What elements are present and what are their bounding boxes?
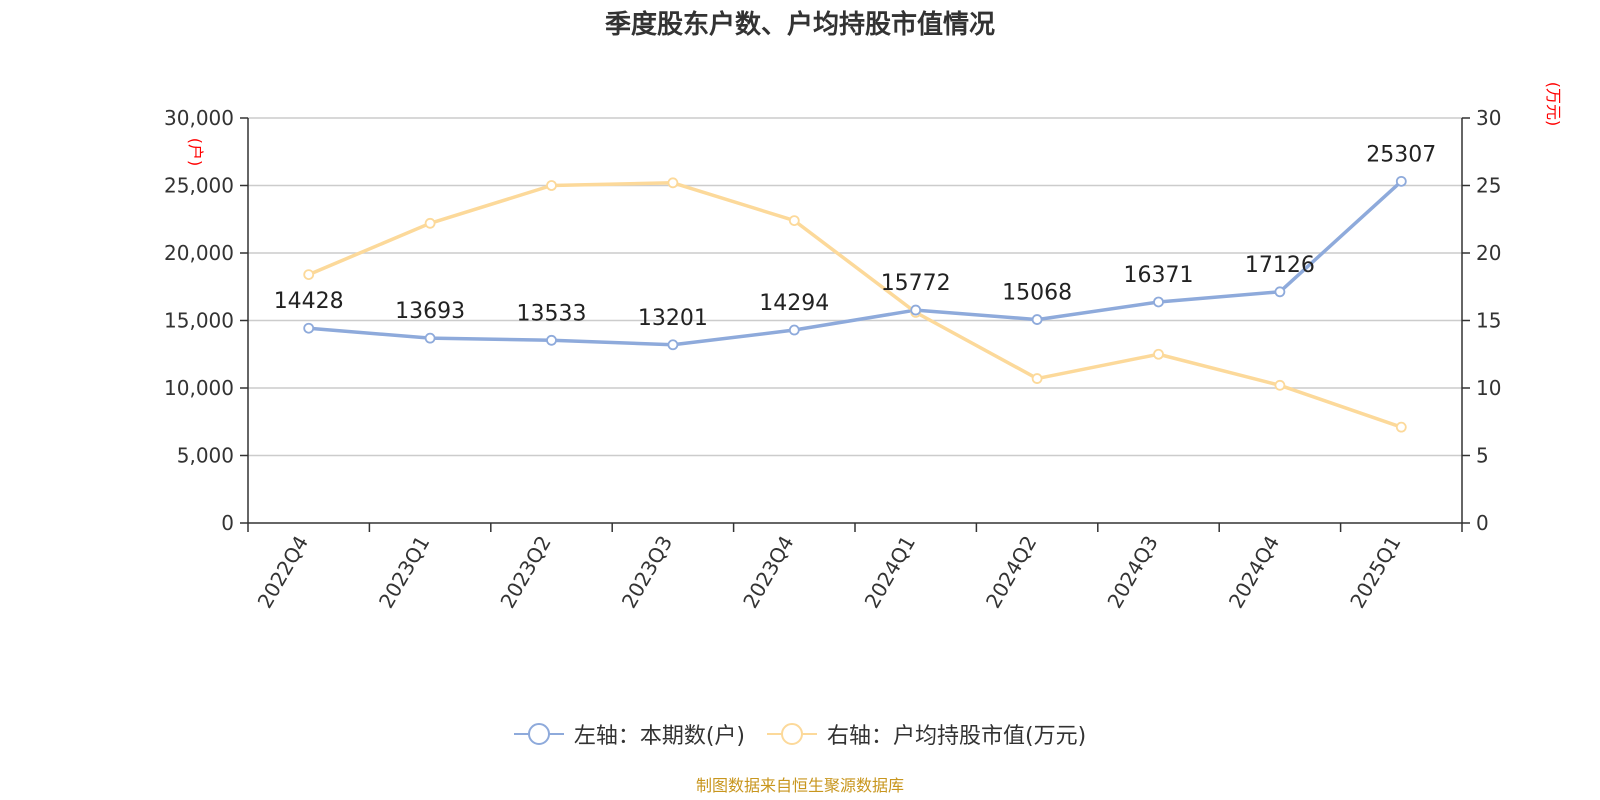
right-series-point [667, 177, 679, 189]
x-axis-tick-label: 2023Q2 [495, 532, 555, 613]
x-axis-tick-label: 2023Q1 [374, 532, 434, 613]
right-series-point [424, 217, 436, 229]
left-axis-unit: (户) [186, 138, 205, 167]
data-source-note: 制图数据来自恒生聚源数据库 [695, 776, 904, 795]
left-axis-tick-label: 15,000 [164, 309, 234, 333]
left-series-data-label: 15772 [881, 271, 951, 296]
chart-legend: 左轴：本期数(户) 右轴：户均持股市值(万元) [0, 718, 1600, 750]
x-axis-tick-label: 2024Q3 [1102, 532, 1162, 613]
right-series-point [303, 269, 315, 281]
x-axis-tick-label: 2024Q4 [1224, 532, 1284, 613]
right-series-point [1031, 373, 1043, 384]
left-series-data-label: 25307 [1366, 142, 1436, 167]
left-series-point [788, 324, 800, 336]
left-axis-tick-label: 0 [221, 511, 234, 535]
left-axis-tick-label: 5,000 [177, 444, 234, 468]
left-series-data-label: 14428 [274, 289, 344, 314]
right-axis-tick-label: 15 [1476, 309, 1501, 333]
legend-label-right-series: 右轴：户均持股市值(万元) [827, 724, 1087, 749]
left-series-point [1153, 296, 1164, 308]
left-series-point [1274, 286, 1286, 298]
left-series-point [424, 332, 436, 344]
left-series-data-label: 13533 [517, 301, 587, 326]
left-series-point [1031, 314, 1043, 325]
right-axis-tick-label: 30 [1476, 106, 1501, 130]
left-series-data-label: 16371 [1124, 263, 1194, 288]
right-series-point [1153, 348, 1164, 360]
right-series-point [1395, 421, 1407, 433]
right-axis-tick-label: 0 [1476, 511, 1489, 535]
left-axis-tick-label: 10,000 [164, 376, 234, 400]
x-axis-tick-label: 2023Q3 [617, 532, 677, 613]
x-axis-tick-label: 2024Q2 [981, 532, 1041, 613]
left-series-point [303, 322, 315, 334]
right-series-point [1274, 379, 1286, 391]
legend-item-left-series[interactable]: 左轴：本期数(户) [513, 718, 745, 750]
legend-marker-right-icon [767, 723, 817, 745]
right-axis-unit: (万元) [1544, 82, 1563, 127]
x-axis-tick-label: 2025Q1 [1345, 532, 1405, 613]
left-series-data-label: 13201 [638, 306, 708, 331]
left-series-point [667, 339, 679, 351]
x-axis-tick-label: 2023Q4 [738, 532, 798, 613]
right-axis-tick-label: 10 [1476, 376, 1501, 400]
left-series-data-label: 14294 [759, 291, 829, 316]
left-axis-tick-label: 20,000 [164, 241, 234, 265]
left-series-point [546, 334, 557, 346]
left-series-data-label: 13693 [395, 299, 465, 324]
x-axis-tick-label: 2022Q4 [253, 532, 313, 613]
left-axis-tick-label: 30,000 [164, 106, 234, 130]
left-series-data-label: 17126 [1245, 253, 1315, 278]
chart-title: 季度股东户数、户均持股市值情况 [604, 10, 995, 40]
right-series-point [546, 180, 557, 191]
right-axis-tick-label: 20 [1476, 241, 1501, 265]
right-axis-tick-label: 5 [1476, 444, 1489, 468]
legend-item-right-series[interactable]: 右轴：户均持股市值(万元) [767, 718, 1086, 750]
left-axis-tick-label: 25,000 [164, 174, 234, 198]
left-series-point [1395, 175, 1407, 187]
x-axis-tick-label: 2024Q1 [860, 532, 920, 613]
legend-marker-left-icon [513, 723, 564, 745]
left-series-data-label: 15068 [1002, 281, 1072, 306]
left-series-line [308, 180, 1403, 347]
right-series-line [308, 181, 1402, 429]
legend-label-left-series: 左轴：本期数(户) [573, 724, 745, 749]
right-series-point [788, 215, 800, 227]
left-series-point [910, 304, 922, 316]
right-axis-tick-label: 25 [1476, 174, 1501, 198]
